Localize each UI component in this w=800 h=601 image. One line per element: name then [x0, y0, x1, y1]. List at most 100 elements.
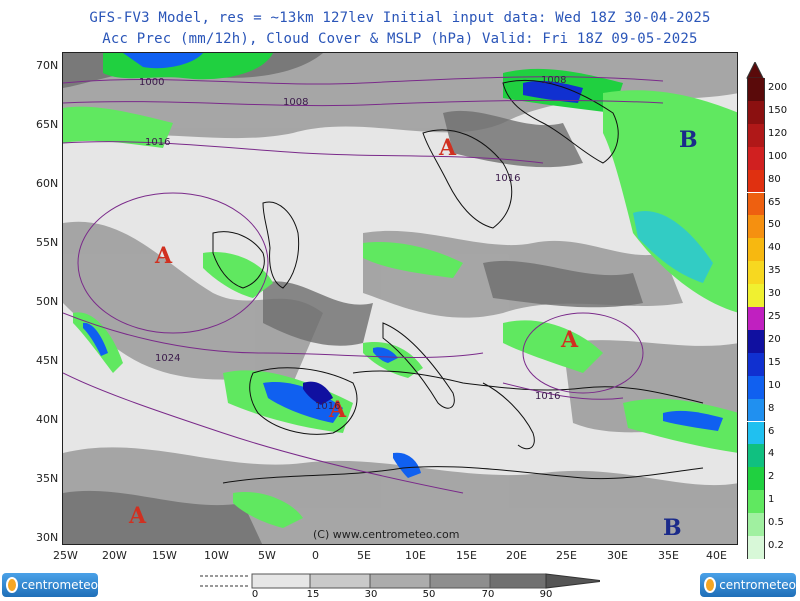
cloud-tick-label: 70 [481, 589, 495, 600]
lat-label: 60N [36, 177, 59, 190]
legend-swatch [747, 146, 765, 170]
lon-label: 5E [357, 549, 371, 562]
model-title: GFS-FV3 Model, res = ~13km 127lev Initia… [89, 10, 711, 26]
low-pressure-center: B [663, 515, 682, 541]
lat-label: 65N [36, 118, 59, 131]
lon-label: 40E [706, 549, 727, 562]
lat-label: 50N [36, 295, 59, 308]
legend-swatch [747, 169, 765, 193]
coastlines [212, 79, 704, 484]
lon-label: 10W [204, 549, 229, 562]
legend-swatch [747, 375, 765, 399]
isobar-label: 1016 [495, 173, 521, 184]
legend-label: 8 [768, 402, 775, 414]
legend-swatch [747, 467, 765, 491]
legend-swatch [747, 444, 765, 468]
legend-label: 50 [768, 219, 781, 231]
product-title: Acc Prec (mm/12h), Cloud Cover & MSLP (h… [102, 31, 698, 47]
high-pressure-center: A [155, 243, 173, 269]
centrometeo-logo[interactable]: centrometeo [700, 573, 796, 597]
legend-swatch [747, 536, 765, 559]
lon-label: 5W [258, 549, 276, 562]
lon-label: 30E [607, 549, 628, 562]
lat-label: 70N [36, 59, 59, 72]
logo-sun-icon [6, 577, 19, 593]
legend-swatch [747, 215, 765, 239]
lat-label: 30N [36, 531, 59, 544]
legend-label: 1 [768, 494, 775, 506]
centrometeo-logo[interactable]: centrometeo [2, 573, 98, 597]
legend-label: 80 [768, 173, 781, 185]
isobar-label: 1016 [315, 401, 341, 412]
cloud-cover-colorbar: 0 15 30 50 70 90 [200, 573, 605, 601]
isobar-label: 1008 [283, 97, 309, 108]
legend-swatch [747, 192, 765, 216]
legend-label: 65 [768, 196, 781, 208]
isobars [63, 76, 664, 494]
lon-label: 35E [658, 549, 679, 562]
legend-swatch [747, 513, 765, 536]
legend-swatch [747, 490, 765, 514]
cloud-tick-label: 0 [251, 589, 259, 600]
lon-label: 20W [102, 549, 127, 562]
legend-label: 15 [768, 356, 781, 368]
lon-label: 15E [456, 549, 477, 562]
cloud-tick-label: 30 [364, 589, 378, 600]
lon-label: 25W [53, 549, 78, 562]
legend-swatch [747, 307, 765, 330]
legend-label: 100 [768, 150, 788, 162]
isobar-label: 1024 [155, 353, 181, 364]
legend-label: 6 [768, 425, 775, 437]
lon-label: 0 [312, 549, 319, 562]
logo-sun-icon [704, 577, 717, 593]
legend-swatch [747, 329, 765, 353]
legend-label: 120 [768, 127, 788, 139]
low-pressure-center: B [679, 127, 698, 153]
legend-label: 0.5 [768, 517, 784, 529]
lat-label: 35N [36, 472, 59, 485]
precipitation-legend: 200 150 120 100 80 65 50 40 35 30 25 20 15 10 8 6 4 2 1 0.5… [743, 62, 800, 559]
logo-text: centrometeo [719, 578, 796, 592]
isobar-label: 1008 [541, 75, 567, 86]
legend-swatch [747, 78, 765, 101]
legend-swatch [747, 421, 765, 445]
lat-label: 55N [36, 236, 59, 249]
weather-map[interactable]: A A A A A B B 1000 1008 1016 1008 1016 1… [62, 52, 738, 545]
precipitation-layer [63, 53, 737, 528]
cloud-tick-label: 15 [306, 589, 320, 600]
legend-swatch [747, 398, 765, 422]
lat-label: 40N [36, 413, 59, 426]
legend-swatch [747, 352, 765, 376]
legend-label: 40 [768, 242, 781, 254]
legend-label: 4 [768, 448, 775, 460]
legend-label: 10 [768, 379, 781, 391]
high-pressure-center: A [439, 135, 457, 161]
high-pressure-center: A [329, 397, 347, 423]
cloud-tick-label: 90 [539, 589, 553, 600]
isobar-label: 1016 [535, 391, 561, 402]
map-canvas [63, 53, 737, 544]
lon-label: 10E [405, 549, 426, 562]
legend-label: 2 [768, 471, 775, 483]
watermark: (C) www.centrometeo.com [313, 528, 460, 541]
legend-swatch [747, 261, 765, 285]
lon-label: 20E [506, 549, 527, 562]
lon-label: 25E [556, 549, 577, 562]
isobar-label: 1000 [139, 77, 165, 88]
legend-label: 35 [768, 265, 781, 277]
legend-label: 150 [768, 104, 788, 116]
legend-swatch [747, 284, 765, 307]
legend-swatch [747, 100, 765, 124]
legend-label: 25 [768, 311, 781, 322]
lon-label: 15W [152, 549, 177, 562]
legend-swatch [747, 123, 765, 147]
high-pressure-center: A [129, 503, 147, 529]
logo-text: centrometeo [21, 578, 98, 592]
legend-label: 20 [768, 333, 781, 345]
isobar-label: 1016 [145, 137, 171, 148]
cloud-gradient [200, 573, 605, 589]
legend-label: 30 [768, 288, 781, 300]
legend-label: 0.2 [768, 540, 784, 551]
legend-swatch [747, 238, 765, 262]
lat-label: 45N [36, 354, 59, 367]
